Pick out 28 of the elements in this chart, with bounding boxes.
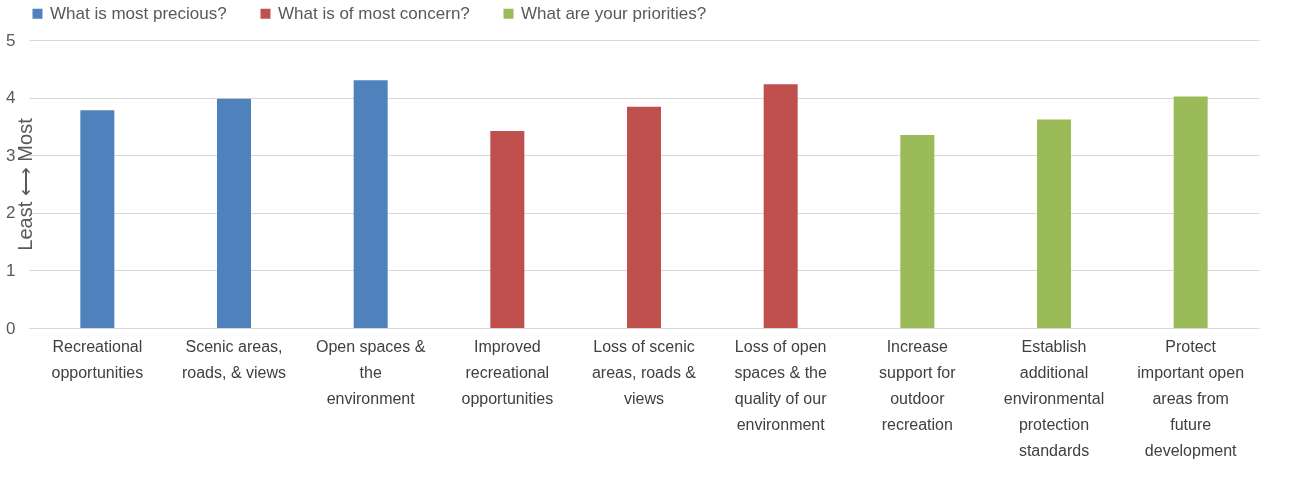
legend-label: What is of most concern? — [278, 3, 470, 23]
x-tick-label: Establish additional environmental protection standards — [1003, 337, 1105, 459]
y-tick-label: 4 — [6, 88, 16, 108]
bar — [80, 110, 115, 328]
legend-label: What are your priorities? — [521, 3, 707, 23]
bar — [900, 135, 935, 328]
legend-label: What is most precious? — [50, 3, 227, 23]
x-tick-label: Open spaces & the environment — [315, 337, 426, 407]
bar — [353, 80, 388, 328]
bar — [763, 84, 798, 328]
x-tick-label: Loss of scenic areas, roads & views — [591, 337, 697, 407]
y-tick-label: 3 — [6, 145, 16, 165]
bar — [217, 98, 251, 328]
x-tick-label: Scenic areas, roads, & views — [181, 337, 287, 381]
y-tick-label: 5 — [6, 30, 16, 50]
x-tick-label: Protect important open areas from future development — [1137, 337, 1245, 459]
x-tick-label: Loss of open spaces & the quality of our environment — [734, 337, 828, 433]
bar — [1173, 96, 1208, 328]
y-axis-title: Least ⟷ Most — [14, 117, 37, 251]
x-tick-label: Recreational opportunities — [51, 337, 144, 381]
bar — [627, 106, 661, 328]
y-tick-label: 0 — [6, 318, 16, 338]
x-tick-label: Increase support for outdoor recreation — [879, 337, 957, 433]
bar — [1037, 119, 1071, 328]
y-tick-label: 1 — [6, 260, 16, 280]
y-tick-label: 2 — [6, 203, 16, 223]
x-tick-label: Improved recreational opportunities — [461, 337, 554, 407]
bar — [490, 131, 525, 328]
